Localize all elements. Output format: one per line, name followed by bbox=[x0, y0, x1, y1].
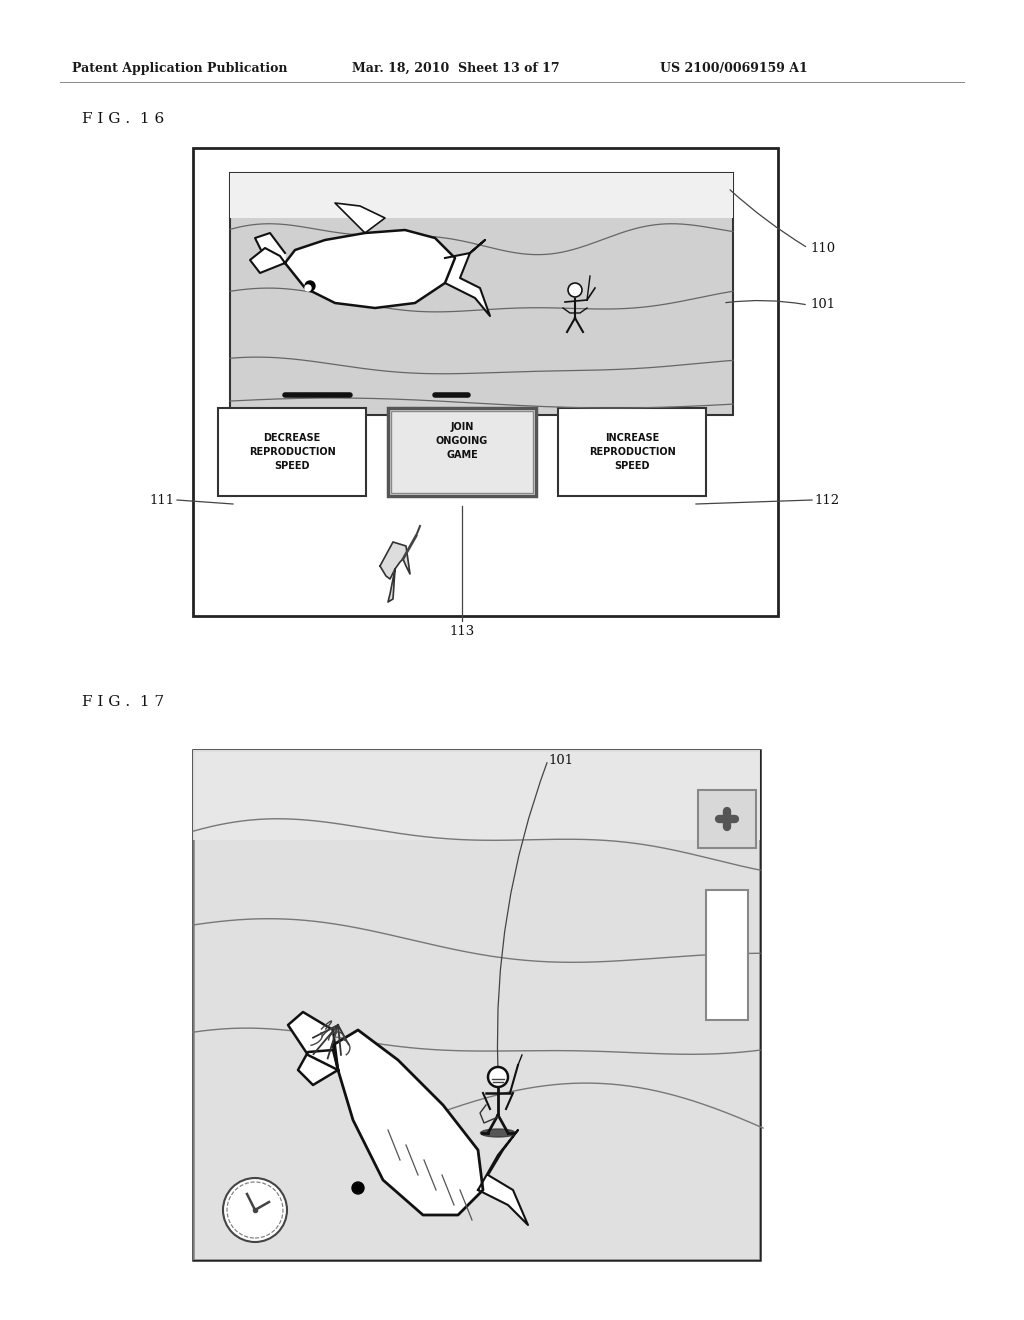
Text: JOIN
ONGOING
GAME: JOIN ONGOING GAME bbox=[436, 422, 488, 461]
Circle shape bbox=[488, 1067, 508, 1086]
Polygon shape bbox=[255, 234, 285, 263]
Bar bbox=[193, 750, 760, 1261]
Polygon shape bbox=[285, 230, 455, 308]
Text: INCREASE
REPRODUCTION
SPEED: INCREASE REPRODUCTION SPEED bbox=[589, 433, 676, 471]
Bar bbox=[193, 750, 760, 840]
Text: 112: 112 bbox=[814, 494, 839, 507]
Polygon shape bbox=[288, 1012, 338, 1071]
Text: US 2100/0069159 A1: US 2100/0069159 A1 bbox=[660, 62, 808, 75]
Circle shape bbox=[352, 1181, 364, 1195]
Bar bbox=[706, 890, 748, 1020]
Text: Mar. 18, 2010  Sheet 13 of 17: Mar. 18, 2010 Sheet 13 of 17 bbox=[352, 62, 560, 75]
Text: 111: 111 bbox=[150, 494, 175, 507]
Circle shape bbox=[223, 1177, 287, 1242]
Bar bbox=[230, 173, 733, 218]
Bar bbox=[230, 173, 733, 414]
Text: Patent Application Publication: Patent Application Publication bbox=[72, 62, 288, 75]
Polygon shape bbox=[478, 1130, 528, 1225]
Polygon shape bbox=[380, 543, 410, 579]
Polygon shape bbox=[250, 248, 285, 273]
Polygon shape bbox=[445, 240, 490, 315]
Polygon shape bbox=[388, 569, 395, 602]
Bar bbox=[218, 408, 366, 496]
Text: F I G .  1 6: F I G . 1 6 bbox=[82, 112, 164, 125]
Bar bbox=[193, 148, 778, 616]
Text: 101: 101 bbox=[548, 754, 573, 767]
Polygon shape bbox=[298, 1049, 338, 1085]
Circle shape bbox=[305, 281, 315, 290]
Text: 113: 113 bbox=[450, 624, 475, 638]
Bar bbox=[391, 411, 534, 492]
Text: 110: 110 bbox=[810, 242, 836, 255]
Text: DECREASE
REPRODUCTION
SPEED: DECREASE REPRODUCTION SPEED bbox=[249, 433, 336, 471]
Bar bbox=[698, 789, 756, 847]
Polygon shape bbox=[335, 203, 385, 234]
Bar bbox=[558, 408, 706, 496]
Ellipse shape bbox=[480, 1129, 515, 1137]
Bar bbox=[193, 750, 760, 1261]
Text: 101: 101 bbox=[810, 298, 836, 312]
Text: F I G .  1 7: F I G . 1 7 bbox=[82, 696, 164, 709]
Circle shape bbox=[568, 282, 582, 297]
Bar bbox=[388, 408, 536, 496]
Circle shape bbox=[305, 285, 311, 290]
Polygon shape bbox=[333, 1030, 483, 1214]
